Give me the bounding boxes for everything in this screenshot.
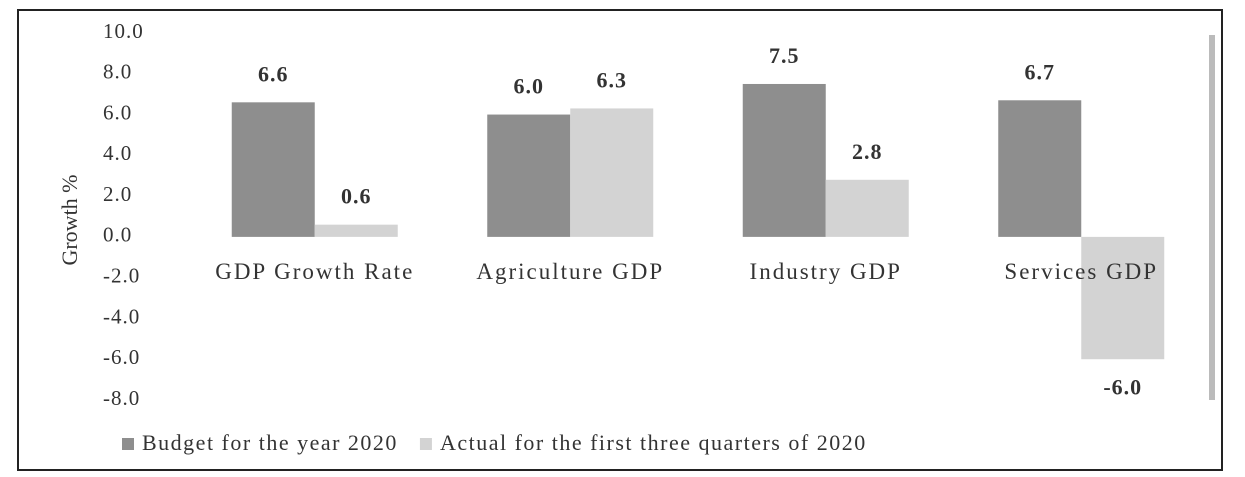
- bar: [314, 224, 398, 237]
- data-label: -6.0: [1103, 374, 1142, 399]
- legend-label: Actual for the first three quarters of 2…: [440, 430, 867, 455]
- y-tick-label: 10.0: [103, 19, 144, 43]
- data-label: 0.6: [341, 184, 372, 209]
- data-label: 2.8: [852, 139, 883, 164]
- y-axis-title: Growth %: [57, 174, 82, 265]
- y-tick-label: -6.0: [103, 345, 140, 369]
- x-tick-label: Industry GDP: [749, 258, 902, 284]
- frame: [17, 9, 1223, 471]
- bar: [998, 100, 1082, 237]
- y-tick-label: -4.0: [103, 304, 140, 328]
- data-label: 7.5: [769, 43, 800, 68]
- x-tick-label: Agriculture GDP: [476, 258, 665, 284]
- y-tick-label: 4.0: [103, 141, 132, 165]
- y-tick-label: 2.0: [103, 182, 132, 206]
- y-tick-label: 0.0: [103, 223, 132, 247]
- data-label: 6.7: [1025, 59, 1056, 84]
- y-tick-label: 8.0: [103, 60, 132, 84]
- x-tick-label: Services GDP: [1004, 258, 1159, 284]
- bar: [570, 108, 654, 237]
- bar: [742, 83, 826, 237]
- legend-label: Budget for the year 2020: [142, 430, 398, 455]
- legend-swatch: [122, 438, 134, 450]
- y-tick-label: -8.0: [103, 386, 140, 410]
- bar: [1081, 236, 1165, 360]
- bar: [231, 102, 315, 237]
- scroll-bar: [1209, 35, 1215, 400]
- data-label: 6.6: [258, 61, 289, 86]
- y-tick-label: 6.0: [103, 100, 132, 124]
- bar: [825, 179, 909, 237]
- bar: [487, 114, 571, 237]
- data-label: 6.3: [597, 67, 628, 92]
- data-label: 6.0: [514, 74, 545, 99]
- legend-swatch: [419, 438, 432, 450]
- y-tick-label: -2.0: [103, 263, 140, 287]
- x-tick-label: GDP Growth Rate: [215, 258, 415, 284]
